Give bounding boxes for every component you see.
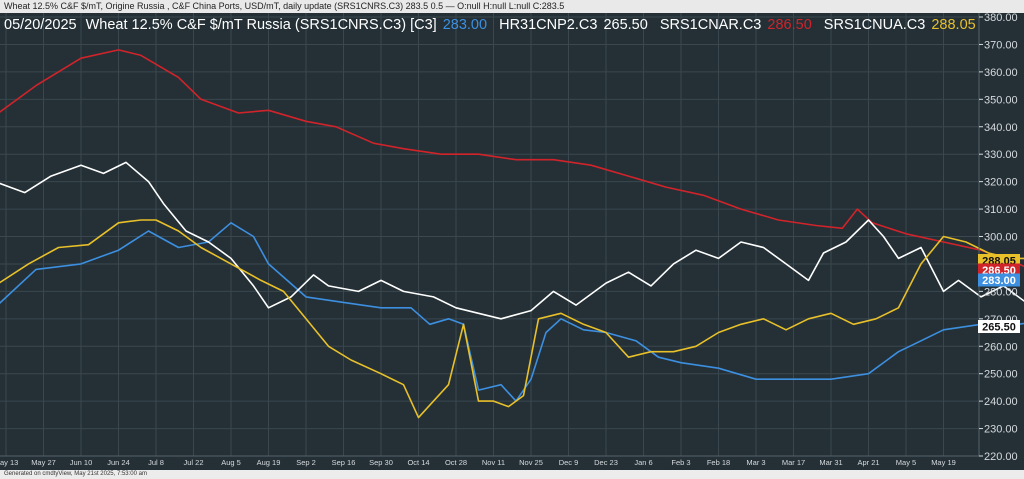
vertical-grid xyxy=(5,13,944,456)
x-tick-label: Mar 17 xyxy=(782,458,805,467)
x-tick-label: Jul 8 xyxy=(148,458,164,467)
chart-title-line: 05/20/2025 Wheat 12.5% C&F $/mT Russia (… xyxy=(4,16,984,34)
series-line-srs1cnrs-c3 xyxy=(0,222,1024,402)
title-date: 05/20/2025 xyxy=(4,17,77,33)
y-tick-label: 220.00 xyxy=(984,451,1018,463)
title-series-3-value: 286.50 xyxy=(767,17,812,33)
generated-text: Generated on cmdtyView, May 21st 2025, 7… xyxy=(4,471,147,477)
x-tick-label: Jun 24 xyxy=(107,458,130,467)
y-tick-label: 320.00 xyxy=(984,177,1018,189)
generated-footer: Generated on cmdtyView, May 21st 2025, 7… xyxy=(0,470,1024,479)
x-axis-ticks: May 13 May 27 Jun 10 Jun 24 Jul 8 Jul 22 Aug 5… xyxy=(0,455,979,467)
title-main-series: Wheat 12.5% C&F $/mT Russia (SRS1CNRS.C3… xyxy=(85,17,437,33)
y-tick-label: 300.00 xyxy=(984,232,1018,244)
y-tick-label: 240.00 xyxy=(984,396,1018,408)
x-tick-label: Sep 30 xyxy=(369,458,393,467)
title-series-2-name: HR31CNP2.C3 xyxy=(499,17,598,33)
title-series-4-value: 288.05 xyxy=(931,17,976,33)
x-tick-label: Apr 21 xyxy=(857,458,879,467)
price-chart[interactable]: 220.00230.00240.00250.00260.00270.00280.… xyxy=(0,13,1024,470)
title-series-3-name: SRS1CNAR.C3 xyxy=(659,17,762,33)
last-value-badge xyxy=(978,263,1020,277)
x-tick-label: Dec 23 xyxy=(594,458,618,467)
title-series-4-name: SRS1CNUA.C3 xyxy=(823,17,926,33)
series-line-srs1cnua-c3 xyxy=(0,219,1024,419)
x-tick-label: Oct 28 xyxy=(445,458,467,467)
y-tick-label: 360.00 xyxy=(984,67,1018,79)
y-tick-label: 380.00 xyxy=(984,13,1018,24)
last-value-label: 283.00 xyxy=(982,275,1016,287)
x-tick-label: Feb 18 xyxy=(707,458,730,467)
title-series-2-value: 265.50 xyxy=(603,17,648,33)
y-tick-label: 230.00 xyxy=(984,424,1018,436)
x-tick-label: Jun 10 xyxy=(70,458,93,467)
y-tick-label: 310.00 xyxy=(984,204,1018,216)
x-tick-label: Nov 11 xyxy=(482,458,505,467)
chart-description-bar: Wheat 12.5% C&F $/mT, Origine Russia , C… xyxy=(0,0,1024,13)
y-tick-label: 370.00 xyxy=(984,39,1018,51)
x-tick-label: Jul 22 xyxy=(183,458,203,467)
title-main-value: 283.00 xyxy=(442,17,488,33)
x-tick-label: May 27 xyxy=(31,458,56,467)
x-tick-label: May 19 xyxy=(931,458,956,467)
y-tick-label: 250.00 xyxy=(984,369,1018,381)
y-tick-label: 350.00 xyxy=(984,94,1018,106)
last-value-badge xyxy=(978,320,1020,333)
y-tick-label: 280.00 xyxy=(984,286,1018,298)
chart-description: Wheat 12.5% C&F $/mT, Origine Russia , C… xyxy=(4,1,565,11)
horizontal-grid xyxy=(0,16,978,457)
x-tick-label: Nov 25 xyxy=(519,458,543,467)
y-tick-label: 340.00 xyxy=(984,122,1018,134)
series-line-hr31cnp2-c3 xyxy=(0,161,1024,320)
x-tick-label: Aug 5 xyxy=(221,458,241,467)
x-tick-label: Mar 31 xyxy=(819,458,842,467)
x-tick-label: Feb 3 xyxy=(671,458,690,467)
x-tick-label: Dec 9 xyxy=(559,458,579,467)
x-tick-label: Mar 3 xyxy=(746,458,765,467)
x-tick-label: Sep 2 xyxy=(296,458,316,467)
x-tick-label: Aug 19 xyxy=(257,458,281,467)
y-tick-label: 330.00 xyxy=(984,149,1018,161)
last-value-label: 265.50 xyxy=(982,322,1016,334)
y-axis-panel xyxy=(979,13,1024,470)
x-tick-label: May 5 xyxy=(896,458,916,467)
y-tick-label: 260.00 xyxy=(984,341,1018,353)
x-tick-label: Oct 14 xyxy=(407,458,429,467)
x-tick-label: Jan 6 xyxy=(634,458,652,467)
last-value-badge xyxy=(978,273,1020,287)
chart-background xyxy=(0,13,1024,470)
x-tick-label: May 13 xyxy=(0,458,18,467)
x-tick-label: Sep 16 xyxy=(332,458,356,467)
